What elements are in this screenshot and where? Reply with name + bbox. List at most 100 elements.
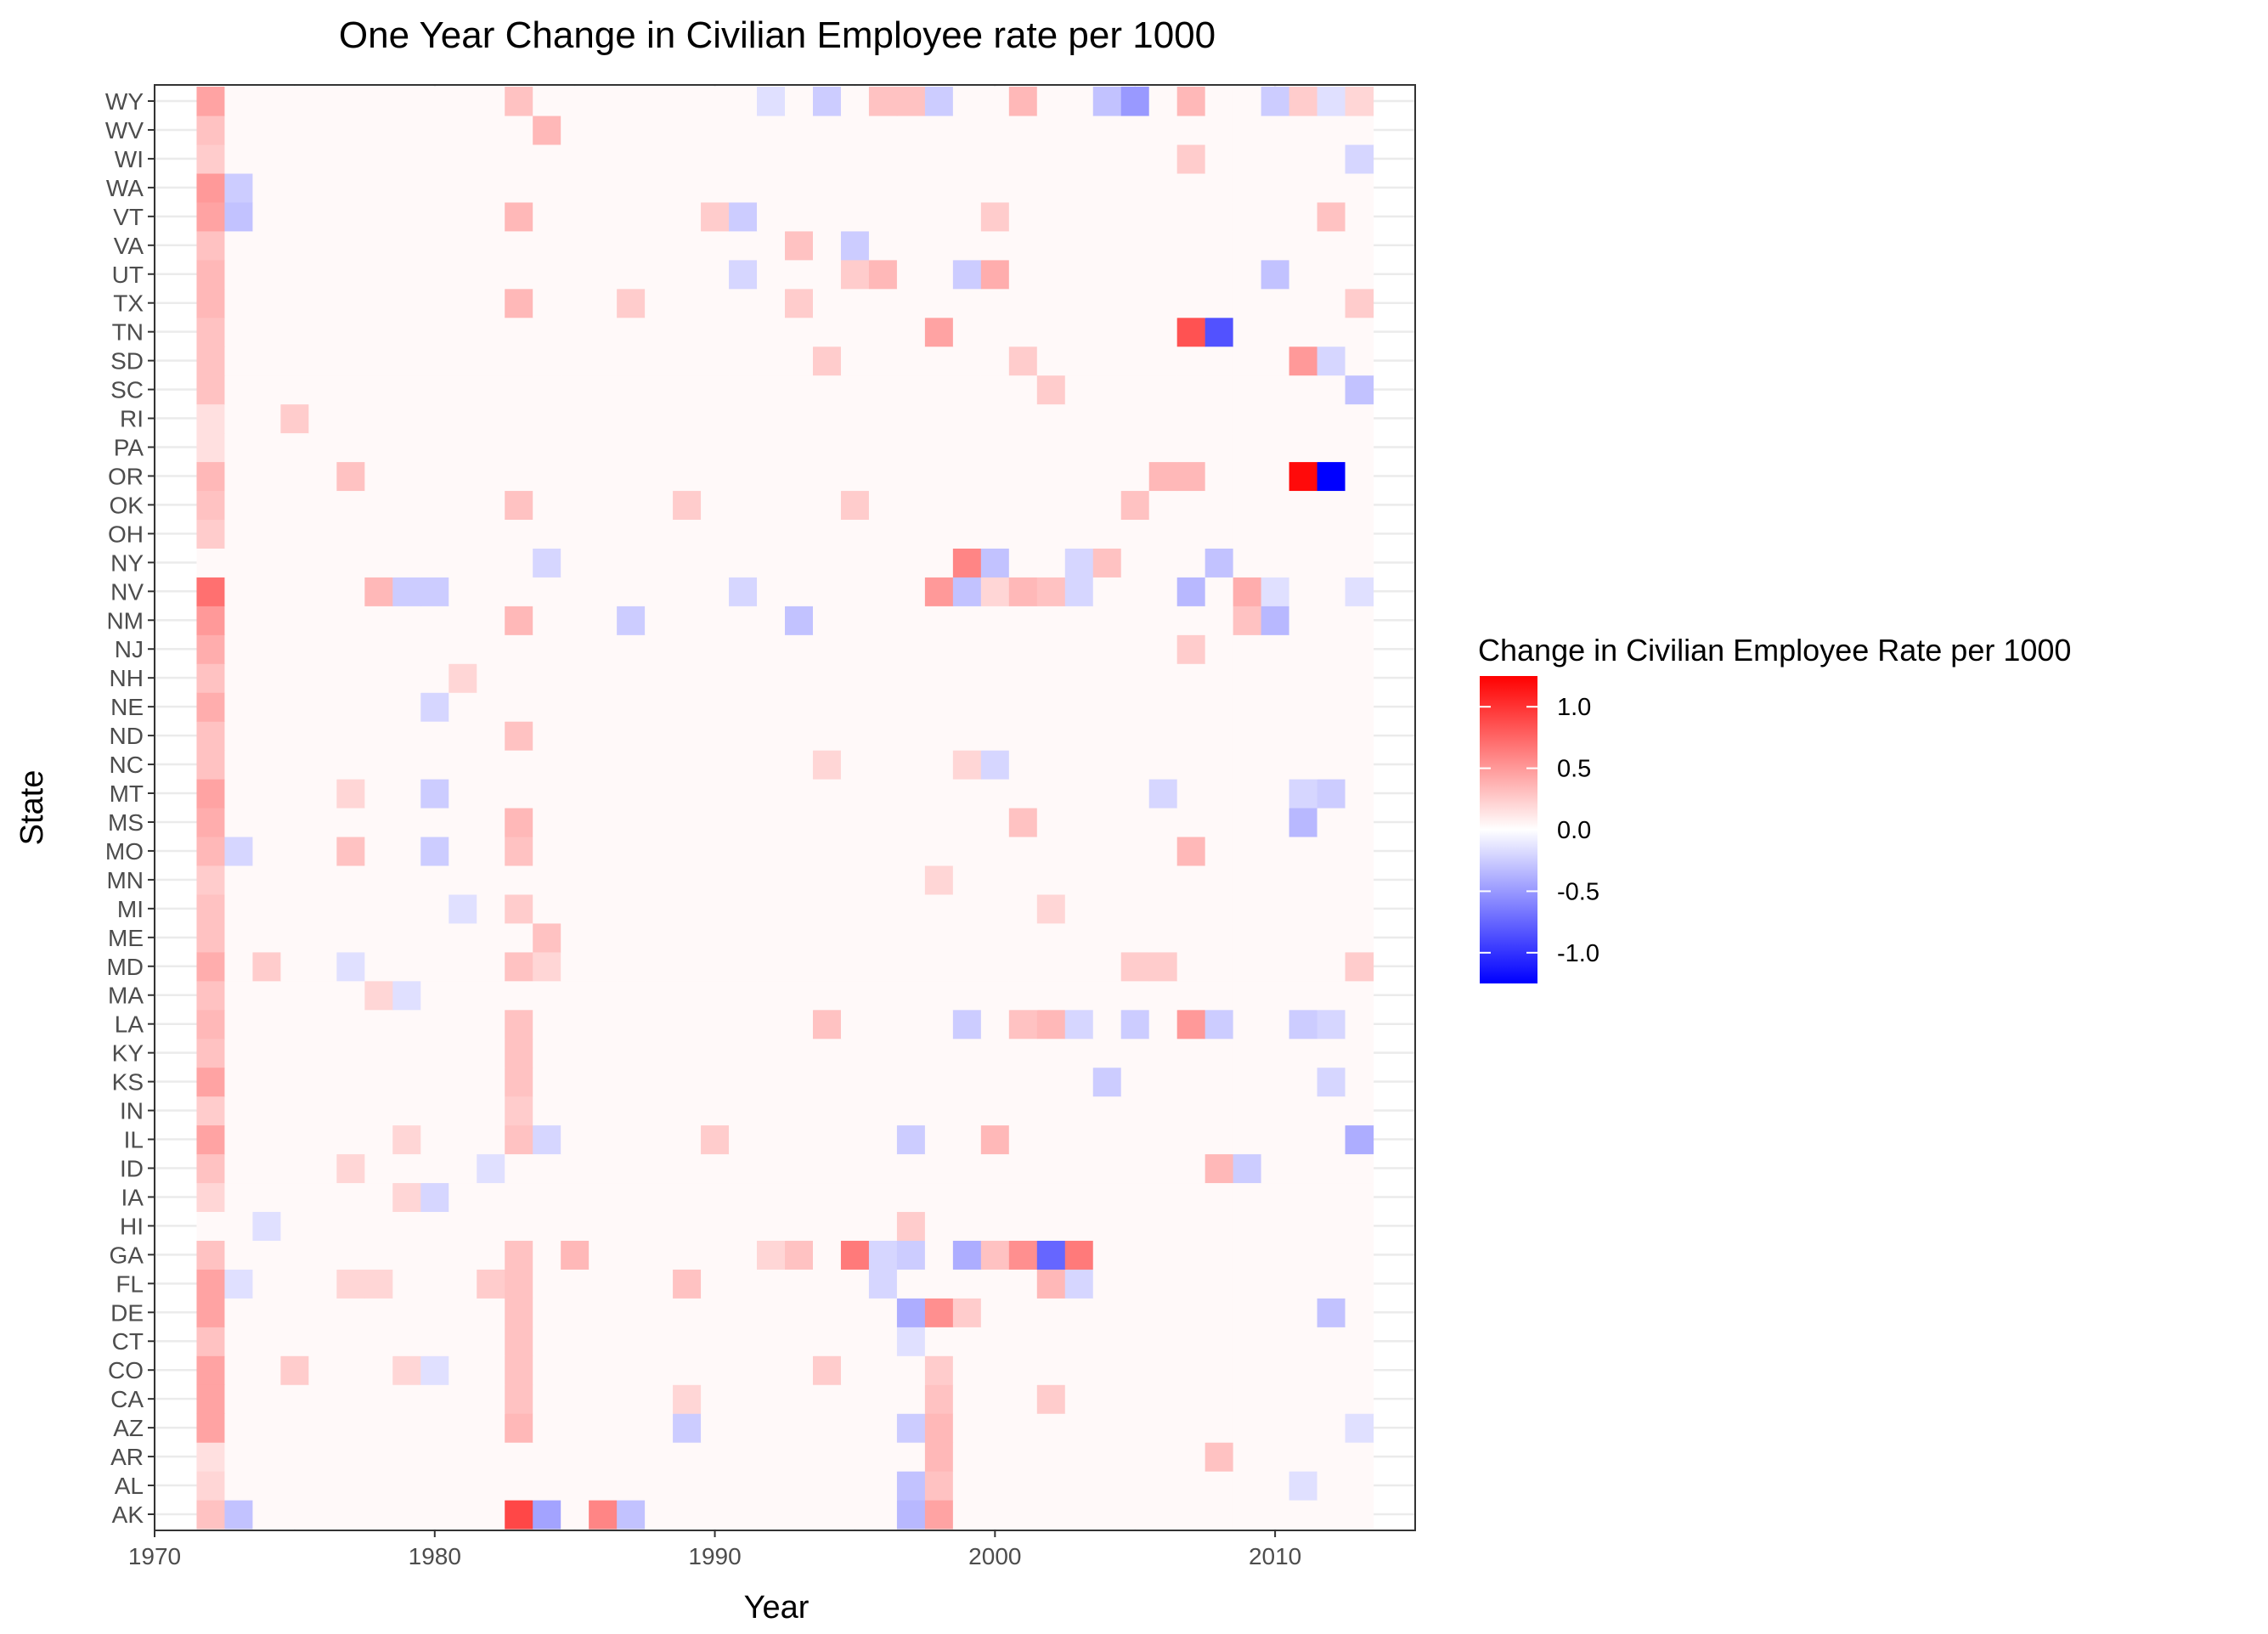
heatmap-cell — [589, 1500, 618, 1530]
heatmap-cell — [420, 115, 449, 145]
heatmap-cell — [1064, 1067, 1094, 1097]
heatmap-cell — [617, 980, 646, 1011]
heatmap-cell — [1008, 634, 1038, 664]
heatmap-cell — [336, 893, 365, 924]
heatmap-cell — [1176, 893, 1206, 924]
heatmap-cell — [701, 606, 730, 635]
heatmap-cell — [1008, 922, 1038, 953]
heatmap-cell — [729, 519, 758, 549]
heatmap-cell — [812, 1269, 842, 1299]
heatmap-cell — [1008, 893, 1038, 924]
heatmap-cell — [589, 87, 618, 116]
heatmap-cell — [1233, 951, 1262, 982]
heatmap-cell — [1036, 1384, 1066, 1414]
heatmap-cell — [1289, 519, 1318, 549]
heatmap-cell — [924, 808, 954, 837]
x-axis-title: Year — [744, 1590, 810, 1626]
y-tick-label: MN — [106, 867, 144, 893]
heatmap-cell — [196, 1240, 226, 1270]
heatmap-cell — [812, 1067, 842, 1097]
heatmap-cell — [336, 375, 365, 405]
heatmap-cell — [420, 172, 449, 203]
heatmap-cell — [449, 721, 477, 751]
heatmap-cell — [701, 144, 730, 174]
heatmap-cell — [1233, 893, 1262, 924]
heatmap-cell — [617, 1182, 646, 1213]
heatmap-cell — [1289, 606, 1318, 635]
heatmap-cell — [1289, 1067, 1318, 1097]
heatmap-cell — [1008, 606, 1038, 635]
heatmap-cell — [896, 922, 926, 953]
heatmap-cell — [392, 1211, 421, 1241]
heatmap-cell — [477, 548, 505, 578]
heatmap-cell — [1176, 1269, 1206, 1299]
heatmap-cell — [1345, 288, 1374, 318]
heatmap-cell — [533, 1009, 561, 1040]
legend-label: 0.0 — [1557, 817, 1591, 844]
heatmap-cell — [673, 1211, 702, 1241]
heatmap-cell — [280, 692, 309, 722]
heatmap-cell — [701, 1067, 730, 1097]
heatmap-cell — [252, 1384, 281, 1414]
heatmap-cell — [1289, 750, 1318, 780]
heatmap-cell — [1261, 230, 1290, 261]
heatmap-cell — [785, 1153, 814, 1184]
heatmap-cell — [673, 1269, 702, 1299]
heatmap-cell — [1205, 951, 1234, 982]
heatmap-cell — [1008, 1096, 1038, 1126]
heatmap-cell — [840, 288, 870, 318]
heatmap-cell — [1120, 606, 1150, 635]
heatmap-cell — [477, 1298, 505, 1327]
heatmap-cell — [1176, 432, 1206, 463]
heatmap-cell — [589, 403, 618, 434]
heatmap-cell — [561, 779, 590, 809]
heatmap-cell — [252, 1153, 281, 1184]
heatmap-cell — [896, 750, 926, 780]
heatmap-cell — [924, 634, 954, 664]
heatmap-cell — [252, 172, 281, 203]
heatmap-cell — [1036, 259, 1066, 290]
heatmap-cell — [924, 317, 954, 347]
heatmap-cell — [1036, 577, 1066, 606]
heatmap-cell — [757, 1355, 786, 1385]
heatmap-cell — [589, 201, 618, 232]
heatmap-cell — [1289, 1384, 1318, 1414]
heatmap-cell — [924, 692, 954, 722]
heatmap-cell — [1148, 519, 1178, 549]
heatmap-cell — [673, 634, 702, 664]
heatmap-cell — [757, 1442, 786, 1472]
heatmap-cell — [1148, 1067, 1178, 1097]
heatmap-cell — [224, 201, 254, 232]
heatmap-cell — [1233, 922, 1262, 953]
heatmap-cell — [1008, 259, 1038, 290]
heatmap-cell — [980, 1240, 1010, 1270]
heatmap-cell — [477, 87, 505, 116]
y-tick-label: AZ — [113, 1415, 144, 1441]
heatmap-cell — [785, 663, 814, 693]
heatmap-cell — [1233, 317, 1262, 347]
y-tick-label: MS — [108, 809, 144, 836]
heatmap-cell — [392, 519, 421, 549]
heatmap-cell — [1148, 1269, 1178, 1299]
heatmap-cell — [868, 432, 898, 463]
heatmap-cell — [1176, 779, 1206, 809]
heatmap-cell — [840, 115, 870, 145]
heatmap-cell — [757, 519, 786, 549]
heatmap-cell — [308, 750, 337, 780]
heatmap-cell — [364, 634, 393, 664]
heatmap-cell — [1008, 1067, 1038, 1097]
heatmap-cell — [645, 403, 674, 434]
heatmap-cell — [980, 1182, 1010, 1213]
heatmap-cell — [1036, 490, 1066, 521]
heatmap-cell — [308, 1327, 337, 1356]
heatmap-cell — [617, 1038, 646, 1068]
heatmap-cell — [1148, 1153, 1178, 1184]
y-tick-label: AR — [110, 1444, 144, 1470]
heatmap-cell — [980, 375, 1010, 405]
heatmap-cell — [224, 144, 254, 174]
heatmap-cell — [952, 1471, 982, 1501]
heatmap-cell — [952, 750, 982, 780]
heatmap-cell — [785, 317, 814, 347]
heatmap-cell — [1345, 346, 1374, 376]
heatmap-cell — [1176, 461, 1206, 492]
